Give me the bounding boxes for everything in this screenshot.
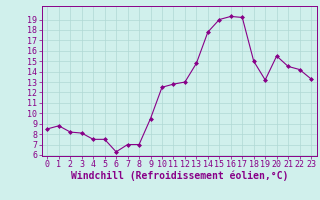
- X-axis label: Windchill (Refroidissement éolien,°C): Windchill (Refroidissement éolien,°C): [70, 171, 288, 181]
